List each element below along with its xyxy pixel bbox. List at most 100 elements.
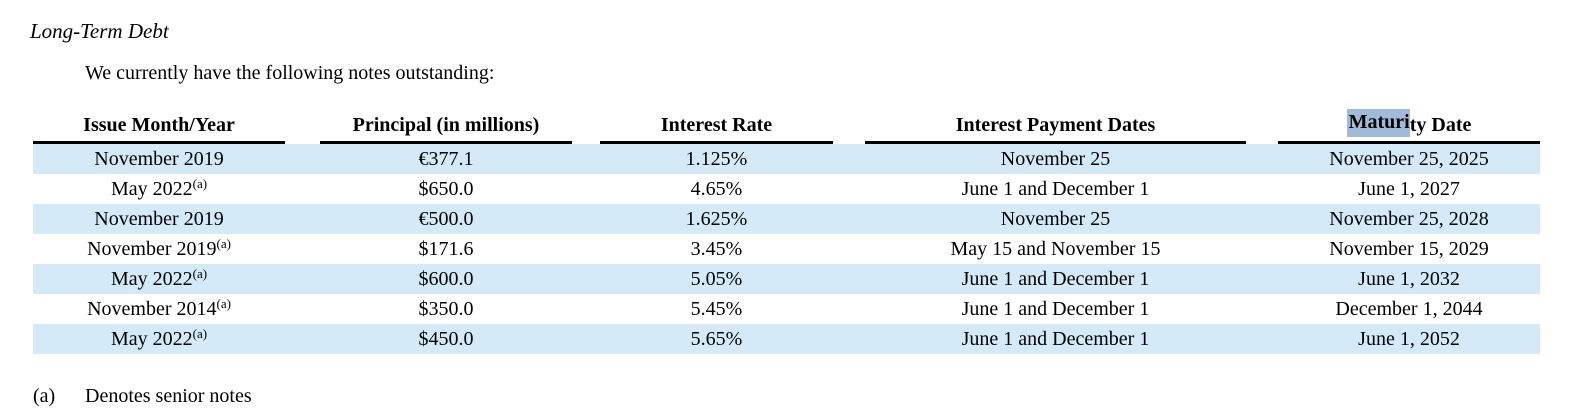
cell-principal: $650.0 [320,174,572,206]
column-gap [285,174,320,206]
cell-interest-payment-dates-text: June 1 and December 1 [961,328,1150,350]
cell-maturity-date-text: November 15, 2029 [1329,238,1489,260]
cell-principal-text: $171.6 [418,238,474,260]
cell-principal: $350.0 [320,294,572,326]
cell-interest-payment-dates: June 1 and December 1 [865,324,1246,356]
cell-interest-payment-dates: November 25 [865,144,1246,176]
cell-interest-payment-dates: May 15 and November 15 [865,234,1246,266]
column-gap [1246,144,1278,176]
cell-maturity-date-text: December 1, 2044 [1335,298,1483,320]
column-gap [833,174,865,206]
cell-maturity-date-text: November 25, 2028 [1329,208,1489,230]
column-gap [572,294,600,326]
cell-maturity-date: November 25, 2025 [1278,144,1540,176]
header-column-gap [285,104,320,144]
header-column-gap [833,104,865,144]
footnote-reference: (a) [192,266,208,281]
cell-issue-month-year: November 2014(a) [33,294,285,326]
footnote: (a) Denotes senior notes [33,385,252,408]
header-column-gap [572,104,600,144]
cell-principal-text: €377.1 [418,148,474,170]
column-gap [833,234,865,266]
cell-interest-rate: 5.65% [600,324,833,356]
cell-maturity-date: November 15, 2029 [1278,234,1540,266]
cell-maturity-date-text: June 1, 2027 [1358,178,1460,200]
column-gap [285,264,320,296]
cell-interest-rate: 5.05% [600,264,833,296]
column-gap [285,324,320,356]
cell-interest-rate: 3.45% [600,234,833,266]
cell-maturity-date-text: June 1, 2052 [1358,328,1460,350]
cell-interest-payment-dates-text: November 25 [1000,148,1111,170]
col-header-maturity-date-rest: ty Date [1409,114,1472,136]
cell-interest-payment-dates-text: June 1 and December 1 [961,178,1150,200]
cell-principal: €500.0 [320,204,572,236]
column-gap [285,234,320,266]
cell-interest-payment-dates: June 1 and December 1 [865,264,1246,296]
table-row: May 2022(a) $450.0 5.65% June 1 and Decembe… [33,324,1540,354]
column-gap [833,264,865,296]
cell-interest-payment-dates-text: June 1 and December 1 [961,298,1150,320]
cell-maturity-date: June 1, 2027 [1278,174,1540,206]
cell-principal-text: €500.0 [418,208,474,230]
cell-maturity-date: June 1, 2032 [1278,264,1540,296]
cell-interest-payment-dates-text: June 1 and December 1 [961,268,1150,290]
footnote-reference: (a) [216,236,231,251]
cell-interest-rate-text: 5.05% [690,268,743,290]
column-gap [833,204,865,236]
cell-principal-text: $350.0 [418,298,474,320]
table-row: November 2019(a) $171.6 3.45% May 15 and No… [33,234,1540,264]
cell-interest-payment-dates: November 25 [865,204,1246,236]
table-body: November 2019 €377.1 1.125% November 25 Nove… [33,144,1540,354]
table-row: May 2022(a) $600.0 5.05% June 1 and Decembe… [33,264,1540,294]
cell-interest-rate: 5.45% [600,294,833,326]
cell-maturity-date: June 1, 2052 [1278,324,1540,356]
cell-maturity-date: November 25, 2028 [1278,204,1540,236]
col-header-issue-month-year: Issue Month/Year [33,104,285,144]
footnote-reference: (a) [192,176,208,191]
footnote-text: Denotes senior notes [85,385,252,407]
column-gap [572,204,600,236]
cell-issue-month-year-text: May 2022 [110,268,193,290]
long-term-debt-table: Issue Month/Year Principal (in millions)… [33,104,1540,354]
column-gap [833,144,865,176]
table-row: November 2019 €377.1 1.125% November 25 Nove… [33,144,1540,174]
cell-interest-payment-dates-text: May 15 and November 15 [950,238,1161,260]
cell-principal: $171.6 [320,234,572,266]
table-row: November 2014(a) $350.0 5.45% June 1 and De… [33,294,1540,324]
table-row: November 2019 €500.0 1.625% November 25 Nove… [33,204,1540,234]
cell-issue-month-year: May 2022(a) [33,174,285,206]
cell-issue-month-year: November 2019 [33,144,285,176]
cell-issue-month-year: November 2019 [33,204,285,236]
col-header-maturity-date: Maturi ty Date [1278,104,1540,144]
cell-principal: €377.1 [320,144,572,176]
cell-interest-rate-text: 3.45% [690,238,743,260]
cell-principal: $600.0 [320,264,572,296]
column-gap [1246,204,1278,236]
cell-interest-payment-dates: June 1 and December 1 [865,174,1246,206]
cell-issue-month-year-text: November 2019 [87,238,217,260]
column-gap [1246,234,1278,266]
cell-interest-rate: 4.65% [600,174,833,206]
cell-principal-text: $650.0 [418,178,474,200]
cell-principal: $450.0 [320,324,572,356]
column-gap [572,324,600,356]
cell-issue-month-year-text: November 2014 [87,298,217,320]
cell-issue-month-year: November 2019(a) [33,234,285,266]
cell-issue-month-year-text: May 2022 [110,328,193,350]
cell-maturity-date-text: November 25, 2025 [1329,148,1489,170]
column-gap [572,264,600,296]
cell-issue-month-year: May 2022(a) [33,324,285,356]
page-title: Long-Term Debt [30,19,169,43]
cell-issue-month-year-text: November 2019 [94,208,224,230]
cell-interest-payment-dates: June 1 and December 1 [865,294,1246,326]
table-header-row: Issue Month/Year Principal (in millions)… [33,104,1540,144]
col-header-interest-rate: Interest Rate [600,104,833,144]
column-gap [285,204,320,236]
cell-issue-month-year-text: May 2022 [110,178,193,200]
cell-interest-rate-text: 5.45% [690,298,743,320]
cell-interest-payment-dates-text: November 25 [1000,208,1111,230]
cell-maturity-date: December 1, 2044 [1278,294,1540,326]
column-gap [572,174,600,206]
intro-paragraph: We currently have the following notes ou… [85,62,495,84]
